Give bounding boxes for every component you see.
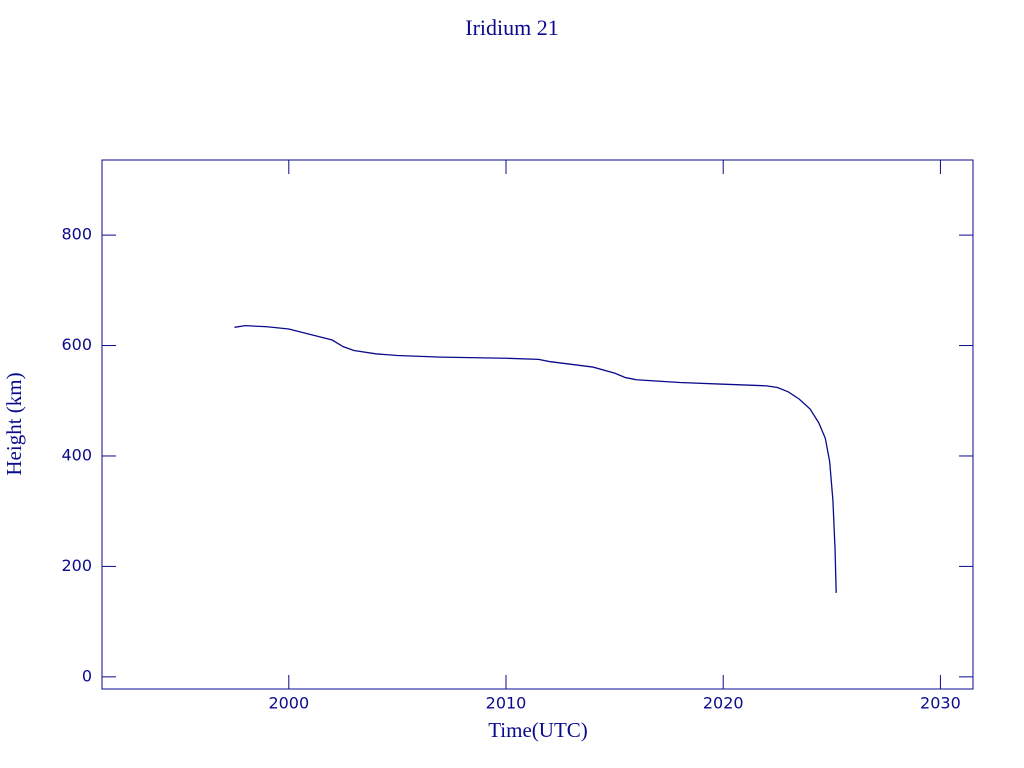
y-tick-label: 400	[61, 445, 92, 464]
y-axis-label: Height (km)	[2, 372, 26, 475]
x-tick-label: 2030	[920, 694, 961, 713]
y-tick-label: 600	[61, 335, 92, 354]
y-tick-label: 0	[82, 666, 92, 685]
data-line	[234, 325, 837, 593]
x-tick-label: 2000	[268, 694, 309, 713]
y-tick-label: 800	[61, 225, 92, 244]
x-tick-label: 2010	[486, 694, 527, 713]
y-tick-label: 200	[61, 556, 92, 575]
x-tick-label: 2020	[703, 694, 744, 713]
plot-frame	[101, 159, 974, 690]
chart-title: Iridium 21	[465, 15, 559, 40]
x-axis-label: Time(UTC)	[488, 718, 588, 742]
